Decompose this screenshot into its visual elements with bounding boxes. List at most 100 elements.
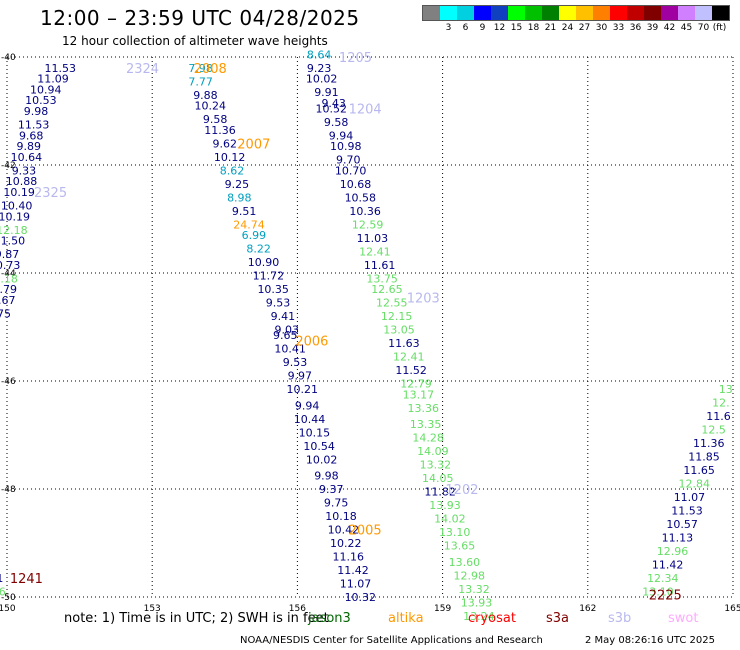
footer-note: note: 1) Time is in UTC; 2) SWH is in fe… (64, 611, 329, 626)
wave-height-reading: 12.41 (393, 351, 425, 364)
wave-height-reading: 9.58 (203, 113, 228, 126)
wave-height-reading: 13.60 (449, 556, 481, 569)
legend-swatch (644, 6, 661, 20)
wave-height-reading: 10.44 (294, 413, 326, 426)
wave-height-reading: 11.65 (683, 464, 715, 477)
legend-label: 15 (510, 23, 523, 33)
wave-height-reading: 12.59 (352, 218, 384, 231)
satellite-jason3: jason3 (308, 611, 351, 626)
satellite-cryosat: cryosat (468, 611, 516, 626)
legend-label: 33 (612, 23, 625, 33)
wave-height-reading: 10.68 (340, 178, 372, 191)
wave-height-reading: 9.97 (288, 370, 313, 383)
pass-time-label: 2225 (649, 588, 682, 603)
wave-height-reading: 11.36 (693, 437, 725, 450)
legend-label: 18 (527, 23, 540, 33)
wave-height-reading: 10.21 (286, 383, 318, 396)
legend-swatch (440, 6, 457, 20)
wave-height-reading: 11.85 (688, 451, 720, 464)
wave-height-reading: 9.87 (0, 248, 19, 261)
wave-height-reading: 9.58 (324, 116, 349, 129)
wave-height-reading: 13.75 (366, 272, 398, 285)
wave-height-reading: 9.25 (225, 178, 250, 191)
pass-time-label: 1205 (339, 51, 372, 66)
wave-height-reading: 14.02 (434, 513, 466, 526)
wave-height-reading: 13 (719, 383, 733, 396)
wave-height-reading: 9.23 (307, 62, 332, 75)
wave-height-reading: 10.40 (1, 200, 33, 213)
lon-tick-label: 162 (579, 604, 596, 614)
wave-height-reading: 10.94 (30, 83, 62, 96)
wave-height-reading: 11.07 (674, 491, 706, 504)
wave-height-reading: 9.51 (232, 205, 257, 218)
wave-height-reading: 10.58 (345, 191, 377, 204)
generation-timestamp: 2 May 08:26:16 UTC 2025 (585, 635, 715, 646)
wave-height-reading: 10.02 (306, 73, 338, 86)
wave-height-reading: 9.62 (213, 137, 238, 150)
legend-label: 3 (445, 23, 452, 33)
wave-height-reading: 9.33 (12, 164, 37, 177)
wave-height-reading: 12.55 (376, 297, 408, 310)
legend-label: 42 (663, 23, 676, 33)
wave-height-reading: 24.74 (233, 218, 265, 231)
wave-height-reading: 9.91 (314, 86, 339, 99)
legend-label: 6 (462, 23, 469, 33)
wave-height-reading: 12.18 (0, 224, 28, 237)
wave-height-reading: 13.36 (407, 402, 439, 415)
wave-height-reading: 10.70 (335, 164, 367, 177)
wave-height-reading: 10.64 (11, 151, 43, 164)
wave-height-reading: 11.50 (0, 235, 25, 248)
wave-height-reading: 12.41 (359, 245, 391, 258)
wave-height-reading: 12.34 (647, 572, 679, 585)
wave-height-reading: 11.13 (662, 532, 694, 545)
wave-height-reading: 11.53 (18, 119, 50, 132)
wave-height-reading: 11.42 (652, 559, 684, 572)
legend-label: 70 (697, 23, 710, 33)
wave-height-reading: 13.10 (642, 586, 674, 599)
wave-height-reading: 10.54 (303, 440, 335, 453)
wave-height-reading: 10.22 (330, 537, 362, 550)
wave-height-reading: 14.28 (412, 432, 444, 445)
satellite-s3a: s3a (546, 611, 570, 626)
wave-height-reading: 10.18 (325, 510, 357, 523)
wave-height-reading: 10.19 (3, 186, 35, 199)
legend-unit: (ft) (712, 23, 727, 33)
wave-height-reading: 13.10 (439, 526, 471, 539)
legend-swatch (695, 6, 712, 20)
wave-height-reading: 9.98 (314, 470, 339, 483)
wave-height-reading: 11.53 (671, 505, 703, 518)
page-subtitle: 12 hour collection of altimeter wave hei… (62, 34, 328, 48)
wave-height-reading: 13.65 (444, 540, 476, 553)
legend-label: 12 (493, 23, 506, 33)
wave-height-reading: 9.98 (24, 105, 49, 118)
satellite-s3b: s3b (608, 611, 632, 626)
legend-label: 36 (629, 23, 642, 33)
wave-height-reading: 13.93 (429, 499, 461, 512)
wave-height-reading: 8.22 (246, 243, 271, 256)
wave-height-reading: 13.93 (461, 596, 493, 609)
wave-height-reading: 11.6 (706, 410, 731, 423)
wave-height-reading: 11.16 (332, 551, 364, 564)
wave-height-reading: 11.63 (388, 337, 420, 350)
wave-height-reading: 11.53 (44, 62, 76, 75)
wave-height-reading: 12.96 (657, 545, 689, 558)
pass-time-label: 2008 (194, 62, 227, 77)
wave-height-reading: 10.79 (0, 283, 17, 296)
lon-tick-label: 165 (724, 604, 740, 614)
lat-tick-label: -42 (1, 161, 16, 171)
legend-swatch (474, 6, 491, 20)
wave-height-reading: 12.16 (0, 586, 6, 599)
wave-height-reading: 12.65 (371, 283, 403, 296)
wave-height-reading: 10.73 (0, 259, 20, 272)
wave-height-reading: 13.05 (383, 324, 415, 337)
wave-height-reading: 10.57 (666, 518, 698, 531)
wave-height-reading: 7.77 (188, 75, 213, 88)
wave-height-reading: 9.65 (273, 329, 298, 342)
wave-height-reading: 10.98 (330, 140, 362, 153)
wave-height-reading: 10.41 (274, 343, 306, 356)
wave-height-reading: 12.84 (679, 478, 711, 491)
wave-height-reading: 11.36 (204, 124, 236, 137)
wave-height-reading: 10.90 (248, 256, 280, 269)
lon-tick-label: 156 (289, 604, 306, 614)
wave-height-reading: 9.94 (329, 129, 354, 142)
